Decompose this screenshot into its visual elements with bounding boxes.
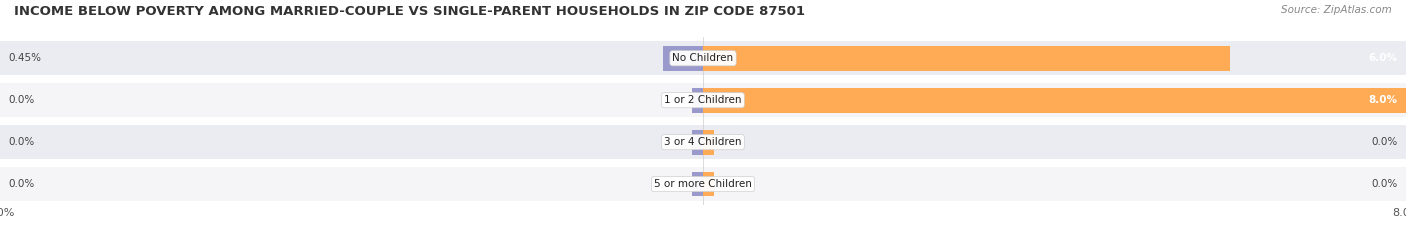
Text: 0.0%: 0.0% xyxy=(8,179,35,189)
Text: Source: ZipAtlas.com: Source: ZipAtlas.com xyxy=(1281,5,1392,15)
Text: INCOME BELOW POVERTY AMONG MARRIED-COUPLE VS SINGLE-PARENT HOUSEHOLDS IN ZIP COD: INCOME BELOW POVERTY AMONG MARRIED-COUPL… xyxy=(14,5,806,18)
Bar xyxy=(703,172,713,196)
Text: 1 or 2 Children: 1 or 2 Children xyxy=(664,95,742,105)
Text: 5 or more Children: 5 or more Children xyxy=(654,179,752,189)
Bar xyxy=(0,125,1406,159)
Text: 0.45%: 0.45% xyxy=(8,53,42,63)
Bar xyxy=(693,172,703,196)
Bar xyxy=(0,41,1406,75)
Bar xyxy=(0,83,1406,117)
Text: 3 or 4 Children: 3 or 4 Children xyxy=(664,137,742,147)
Bar xyxy=(693,88,703,113)
Text: No Children: No Children xyxy=(672,53,734,63)
Text: 0.0%: 0.0% xyxy=(8,95,35,105)
Bar xyxy=(693,130,703,154)
Text: 6.0%: 6.0% xyxy=(1368,53,1398,63)
Text: 8.0%: 8.0% xyxy=(1368,95,1398,105)
Bar xyxy=(0,167,1406,201)
Text: 0.0%: 0.0% xyxy=(1371,179,1398,189)
Bar xyxy=(703,130,713,154)
Bar xyxy=(664,46,703,71)
Bar xyxy=(703,88,1406,113)
Text: 0.0%: 0.0% xyxy=(8,137,35,147)
Bar xyxy=(703,46,1230,71)
Text: 0.0%: 0.0% xyxy=(1371,137,1398,147)
